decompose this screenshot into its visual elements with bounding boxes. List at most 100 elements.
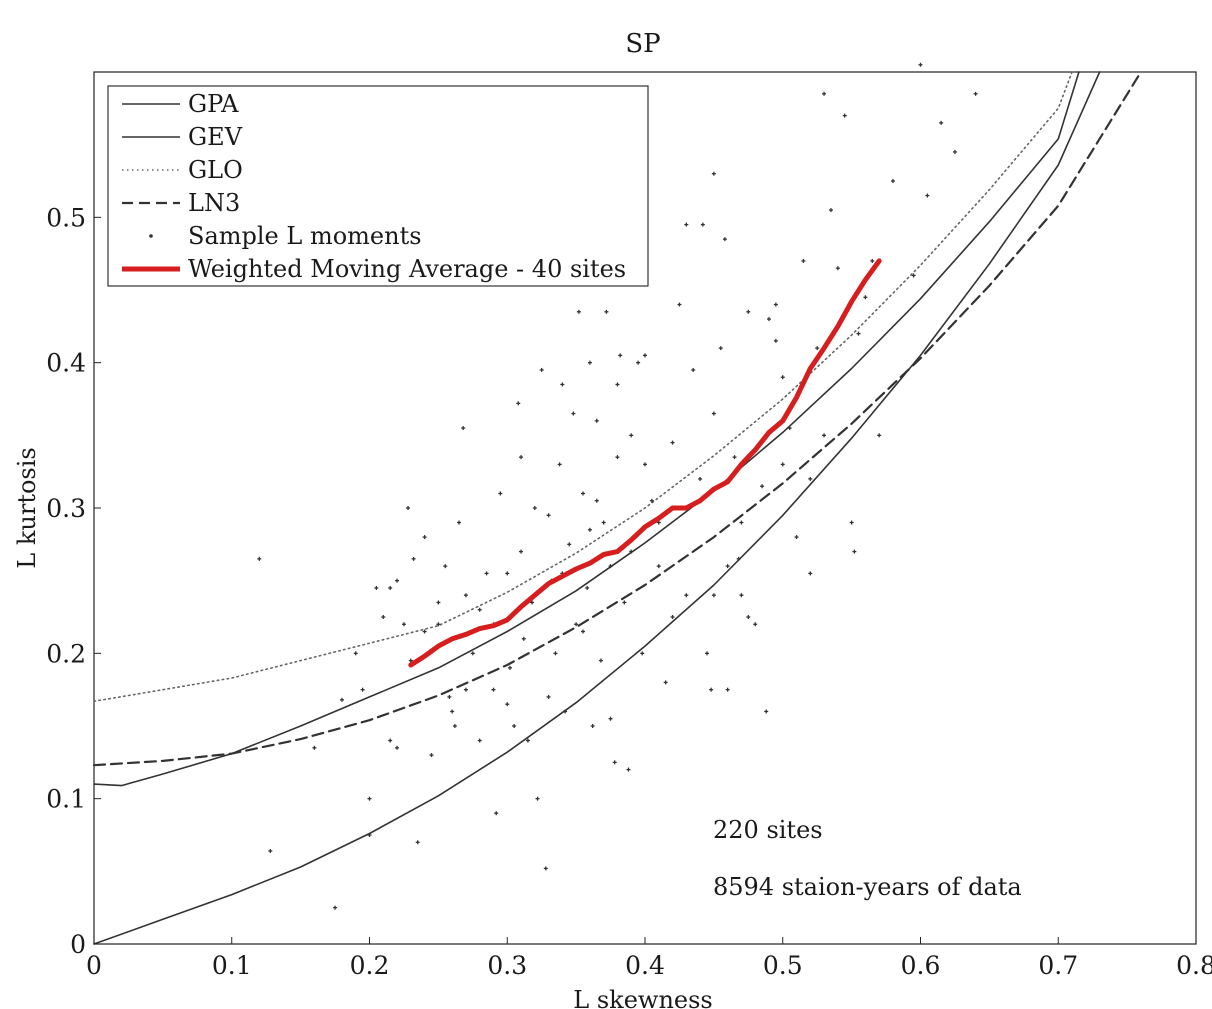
y-tick-label: 0 <box>70 930 86 959</box>
sample-point <box>746 615 751 619</box>
sample-point <box>367 833 372 837</box>
sample-point <box>535 796 540 801</box>
sample-point <box>411 556 416 561</box>
sample-point <box>353 651 358 656</box>
sample-point <box>670 440 675 445</box>
legend-item-gev: GEV <box>122 123 243 151</box>
sample-point <box>491 687 496 692</box>
sample-point <box>388 585 393 590</box>
sample-point <box>594 418 599 423</box>
sample-point <box>516 401 521 406</box>
legend-label: GLO <box>188 156 243 184</box>
sample-point <box>700 222 705 227</box>
sample-point <box>711 171 716 176</box>
sample-point <box>461 426 466 431</box>
series-line-gpa <box>93 71 1101 945</box>
sample-point <box>677 302 682 307</box>
sample-point <box>574 622 579 627</box>
sample-point <box>764 709 769 714</box>
sample-point <box>477 738 482 743</box>
sample-point <box>629 433 634 438</box>
sample-point <box>852 549 857 554</box>
legend-swatch <box>149 234 153 238</box>
sample-point <box>739 593 744 598</box>
sample-point <box>450 709 455 714</box>
sample-point <box>415 840 420 845</box>
sample-point <box>594 498 599 503</box>
sample-point <box>395 578 400 583</box>
sample-point <box>711 411 716 416</box>
sample-point <box>808 571 813 576</box>
sample-point <box>567 542 572 547</box>
sample-point <box>608 716 613 721</box>
sample-point <box>760 484 765 489</box>
sample-point <box>470 651 475 656</box>
x-axis-ticks: 0 0.1 0.2 0.3 0.4 0.5 0.6 0.7 0.8 <box>86 937 1212 980</box>
sample-point <box>626 767 631 772</box>
x-tick-label: 0.4 <box>625 951 665 980</box>
sample-point <box>546 513 551 518</box>
sample-point <box>656 564 661 569</box>
y-axis-ticks: 0 0.1 0.2 0.3 0.4 0.5 <box>46 203 101 959</box>
sample-point <box>388 738 393 743</box>
weighted-moving-average-layer <box>408 258 882 668</box>
sample-point <box>557 462 562 467</box>
y-tick-label: 0.1 <box>46 785 86 814</box>
sample-point <box>835 266 840 271</box>
sample-point <box>543 866 548 871</box>
legend-item-weighted-moving-average-40-sites: Weighted Moving Average - 40 sites <box>122 255 626 283</box>
sample-point <box>911 273 916 278</box>
x-tick-label: 0.3 <box>487 951 527 980</box>
legend-item-glo: GLO <box>122 156 243 184</box>
sample-point <box>422 629 427 634</box>
sample-point <box>925 193 930 198</box>
sample-point <box>598 658 603 663</box>
sample-point <box>268 848 273 853</box>
legend-label: Sample L moments <box>188 222 422 250</box>
x-tick-label: 0.8 <box>1176 951 1212 980</box>
sample-point <box>374 585 379 590</box>
sample-point <box>704 651 709 656</box>
sample-point <box>452 724 457 728</box>
sample-point <box>663 680 668 685</box>
y-tick-label: 0.5 <box>46 203 86 232</box>
sample-point <box>808 476 813 481</box>
sample-point <box>484 571 489 576</box>
sample-point <box>408 658 413 663</box>
sample-point <box>463 687 468 692</box>
sample-point <box>952 149 957 154</box>
sample-point <box>670 615 675 619</box>
sample-point <box>571 411 576 416</box>
sample-point <box>684 222 689 227</box>
annotation-sites: 220 sites <box>713 816 823 844</box>
sample-point <box>512 724 517 728</box>
sample-point <box>684 593 689 598</box>
x-tick-label: 0.1 <box>212 951 252 980</box>
sample-point <box>505 571 510 576</box>
x-tick-label: 0.5 <box>763 951 803 980</box>
sample-point <box>463 593 468 598</box>
sample-point <box>508 665 513 670</box>
sample-point <box>711 593 716 598</box>
sample-point <box>656 520 661 525</box>
legend-label: LN3 <box>188 189 240 217</box>
sample-point <box>367 796 372 801</box>
sample-point <box>581 491 586 496</box>
series-line-gev <box>93 71 1080 787</box>
sample-point <box>736 556 741 561</box>
x-tick-label: 0.2 <box>350 951 390 980</box>
sample-point <box>401 622 406 627</box>
sample-point <box>801 258 806 263</box>
sample-point <box>505 702 510 707</box>
sample-point <box>585 585 590 590</box>
sample-point <box>429 753 434 758</box>
sample-point <box>622 600 627 605</box>
sample-point <box>612 760 617 765</box>
sample-point <box>477 607 482 612</box>
sample-point <box>725 564 730 569</box>
sample-point <box>640 651 645 656</box>
sample-point <box>636 360 641 365</box>
sample-point <box>890 179 895 183</box>
sample-point <box>822 433 827 438</box>
